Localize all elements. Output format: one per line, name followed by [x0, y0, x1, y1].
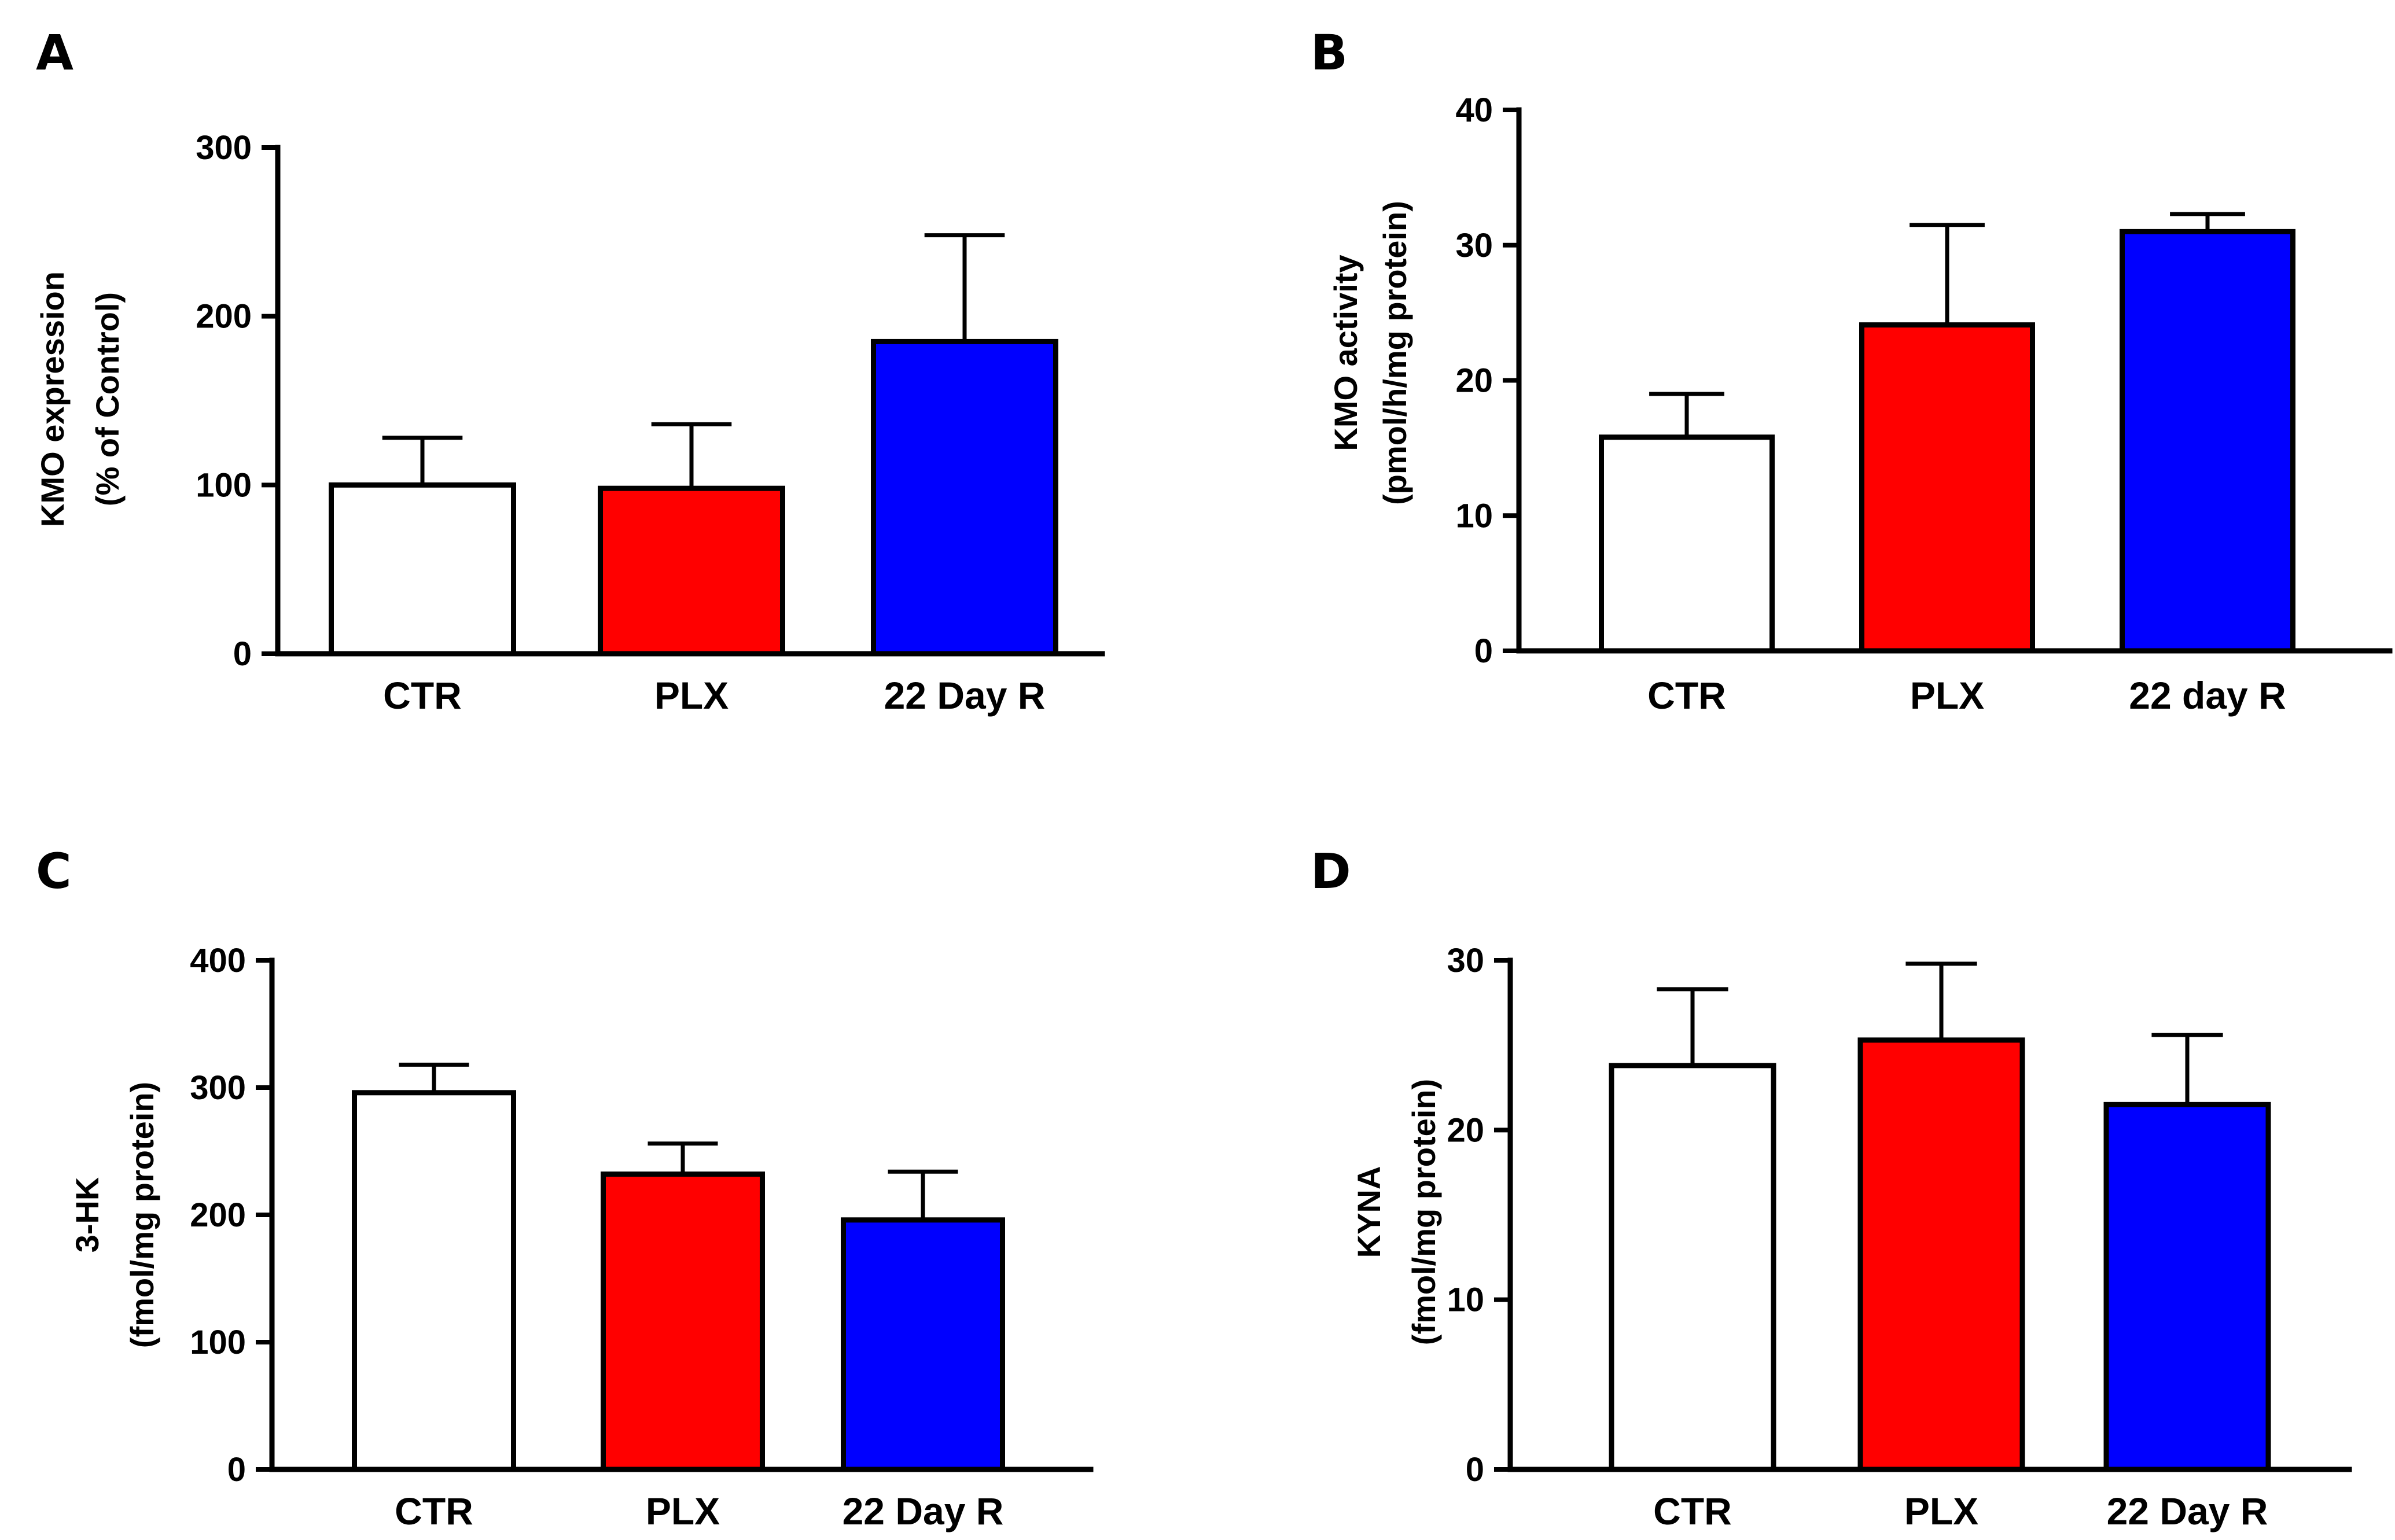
y-axis-label: KMO expression: [34, 271, 71, 527]
y-tick-label: 40: [1455, 91, 1493, 129]
x-tick-label: CTR: [383, 674, 462, 717]
y-tick-label: 0: [233, 635, 252, 673]
x-tick-label: 22 day R: [2129, 674, 2286, 717]
y-tick-label: 200: [190, 1196, 246, 1234]
y-tick-label: 200: [196, 298, 252, 336]
chart-panel-d: D 0 10 20 30 CTR PLX 22 Day R KYNA (fmol/mg prote…: [1311, 843, 2352, 1532]
y-axis-label: KYNA: [1351, 1166, 1387, 1258]
bar-22-day-r: [841, 1217, 1005, 1472]
y-tick-label: 100: [190, 1324, 246, 1361]
y-axis-label: (pmol/h/mg protein): [1377, 201, 1413, 505]
panel-letter: B: [1311, 24, 1348, 81]
bar-22-day-r: [871, 338, 1058, 657]
chart-panel-b: B 0 10 20 30 40 CTR PLX 22 day R KMO activity (pmo…: [1311, 24, 2393, 717]
x-tick-label: 22 Day R: [2107, 1490, 2268, 1532]
y-tick-label: 20: [1447, 1111, 1484, 1149]
y-tick-label: 0: [227, 1451, 246, 1489]
y-tick-label: 10: [1455, 497, 1493, 535]
y-tick-label: 0: [1466, 1451, 1484, 1489]
bar-ctr: [352, 1090, 516, 1472]
x-tick-label: 22 Day R: [884, 674, 1046, 717]
y-tick-label: 100: [196, 466, 252, 504]
y-axis-label: (fmol/mg protein): [124, 1082, 160, 1348]
panel-letter: D: [1311, 843, 1351, 900]
y-axis-label: 3-HK: [69, 1177, 105, 1253]
y-tick-label: 10: [1447, 1281, 1484, 1319]
panel-letter: C: [36, 843, 72, 900]
bar-plx: [598, 485, 785, 657]
x-tick-label: PLX: [646, 1490, 720, 1532]
y-axis-label: (fmol/mg protein): [1406, 1079, 1442, 1345]
bar-ctr: [1609, 1063, 1776, 1472]
bar-ctr: [329, 482, 516, 657]
y-tick-label: 20: [1455, 362, 1493, 400]
y-tick-label: 30: [1447, 942, 1484, 979]
y-tick-label: 30: [1455, 227, 1493, 264]
x-tick-label: PLX: [1904, 1490, 1978, 1532]
x-tick-label: CTR: [1653, 1490, 1732, 1532]
x-tick-label: PLX: [654, 674, 729, 717]
y-tick-label: 300: [196, 129, 252, 167]
x-tick-label: CTR: [395, 1490, 473, 1532]
chart-panel-a: A 0 100 200 300 CTR PLX 22 Day R KMO expression (…: [34, 24, 1105, 717]
x-tick-label: 22 Day R: [843, 1490, 1004, 1532]
y-tick-label: 300: [190, 1069, 246, 1107]
chart-panel-c: C 0 100 200 300 400 CTR PLX 22 Day R 3-HK (fmol/mg…: [36, 843, 1094, 1532]
bar-plx: [1857, 1037, 2025, 1472]
bar-plx: [601, 1171, 765, 1472]
bar-ctr: [1599, 434, 1775, 654]
y-tick-label: 400: [190, 942, 246, 979]
bar-22-day-r: [2103, 1101, 2271, 1472]
x-tick-label: CTR: [1647, 674, 1726, 717]
y-tick-label: 0: [1474, 632, 1493, 670]
y-axis-label: (% of Control): [89, 292, 126, 506]
bar-22-day-r: [2120, 229, 2295, 654]
panel-letter: A: [36, 24, 73, 81]
x-tick-label: PLX: [1910, 674, 1984, 717]
y-axis-label: KMO activity: [1327, 255, 1364, 451]
bar-plx: [1859, 322, 2035, 654]
